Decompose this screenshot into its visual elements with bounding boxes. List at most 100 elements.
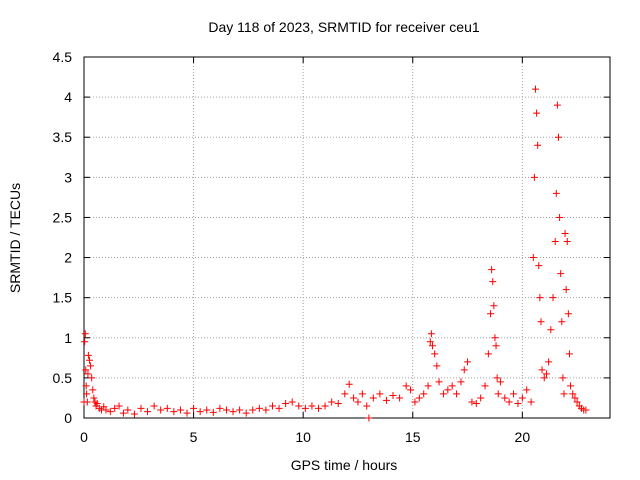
data-point (571, 394, 579, 402)
data-point (396, 394, 404, 402)
data-point (85, 356, 93, 364)
data-point (328, 398, 336, 406)
data-point (493, 374, 501, 382)
data-point (402, 382, 410, 390)
y-tick-label: 1.5 (53, 290, 73, 306)
data-point (102, 406, 110, 414)
data-point (545, 358, 553, 366)
data-point (84, 370, 92, 378)
data-point (365, 414, 373, 422)
data-point (542, 370, 550, 378)
data-point (350, 394, 358, 402)
data-point (229, 408, 237, 416)
data-point (424, 382, 432, 390)
data-point (561, 229, 569, 237)
data-point (88, 374, 96, 382)
data-point (444, 386, 452, 394)
x-tick-label: 20 (515, 429, 531, 445)
data-point (533, 109, 541, 117)
data-point (83, 398, 91, 406)
data-point (282, 400, 290, 408)
data-point (203, 406, 211, 414)
data-point (163, 404, 171, 412)
data-point (556, 213, 564, 221)
data-point (481, 382, 489, 390)
data-point (527, 398, 535, 406)
data-point (530, 173, 538, 181)
data-point (553, 101, 561, 109)
data-point (535, 262, 543, 270)
data-point (562, 286, 570, 294)
data-point (301, 404, 309, 412)
x-tick-label: 5 (190, 429, 198, 445)
data-point (82, 366, 90, 374)
data-point (431, 350, 439, 358)
data-point (457, 378, 465, 386)
axis-ticks: 0 0.5 1 1.5 2 2.5 3 3.5 4 4.5 0 5 10 15 20 (53, 49, 610, 445)
data-point (563, 238, 571, 246)
data-point (137, 404, 145, 412)
y-tick-label: 1 (64, 330, 72, 346)
data-point (560, 390, 568, 398)
data-point (534, 141, 542, 149)
y-tick-label: 3.5 (53, 129, 73, 145)
data-point (334, 400, 342, 408)
data-point (439, 390, 447, 398)
data-point (144, 408, 152, 416)
data-point (558, 318, 566, 326)
x-tick-label: 0 (80, 429, 88, 445)
data-point (484, 350, 492, 358)
data-point (358, 390, 366, 398)
data-point (83, 390, 91, 398)
data-point (531, 85, 539, 93)
data-point (249, 406, 257, 414)
data-point (369, 394, 377, 402)
data-point (453, 390, 461, 398)
data-point (321, 402, 329, 410)
data-point (176, 406, 184, 414)
data-point (573, 398, 581, 406)
data-point (382, 396, 390, 404)
data-point (540, 374, 548, 382)
data-point (222, 406, 230, 414)
data-point (565, 350, 573, 358)
data-point (552, 189, 560, 197)
data-point (468, 398, 476, 406)
data-point (87, 362, 95, 370)
x-axis-label: GPS time / hours (291, 457, 398, 473)
data-point (491, 334, 499, 342)
data-point (420, 390, 428, 398)
y-tick-label: 3 (64, 169, 72, 185)
data-point (376, 390, 384, 398)
data-point (492, 342, 500, 350)
data-point (426, 338, 434, 346)
data-point (345, 380, 353, 388)
data-point (308, 402, 316, 410)
data-point (496, 378, 504, 386)
data-point (464, 358, 472, 366)
data-point (268, 402, 276, 410)
y-tick-label: 0 (64, 410, 72, 426)
data-point (435, 378, 443, 386)
data-point (514, 400, 522, 408)
data-point (472, 400, 480, 408)
data-point (557, 270, 565, 278)
data-point (275, 404, 283, 412)
data-point (236, 406, 244, 414)
data-point (411, 398, 419, 406)
y-tick-label: 4 (64, 89, 72, 105)
data-point (190, 404, 198, 412)
x-tick-label: 15 (405, 429, 421, 445)
data-point (477, 394, 485, 402)
data-point (106, 408, 114, 416)
data-point (547, 326, 555, 334)
data-point (510, 390, 518, 398)
data-point (554, 133, 562, 141)
data-point (389, 392, 397, 400)
data-point (490, 302, 498, 310)
data-point (427, 330, 435, 338)
grid-lines (84, 57, 610, 418)
data-point (448, 382, 456, 390)
data-point (255, 404, 263, 412)
data-point (315, 404, 323, 412)
